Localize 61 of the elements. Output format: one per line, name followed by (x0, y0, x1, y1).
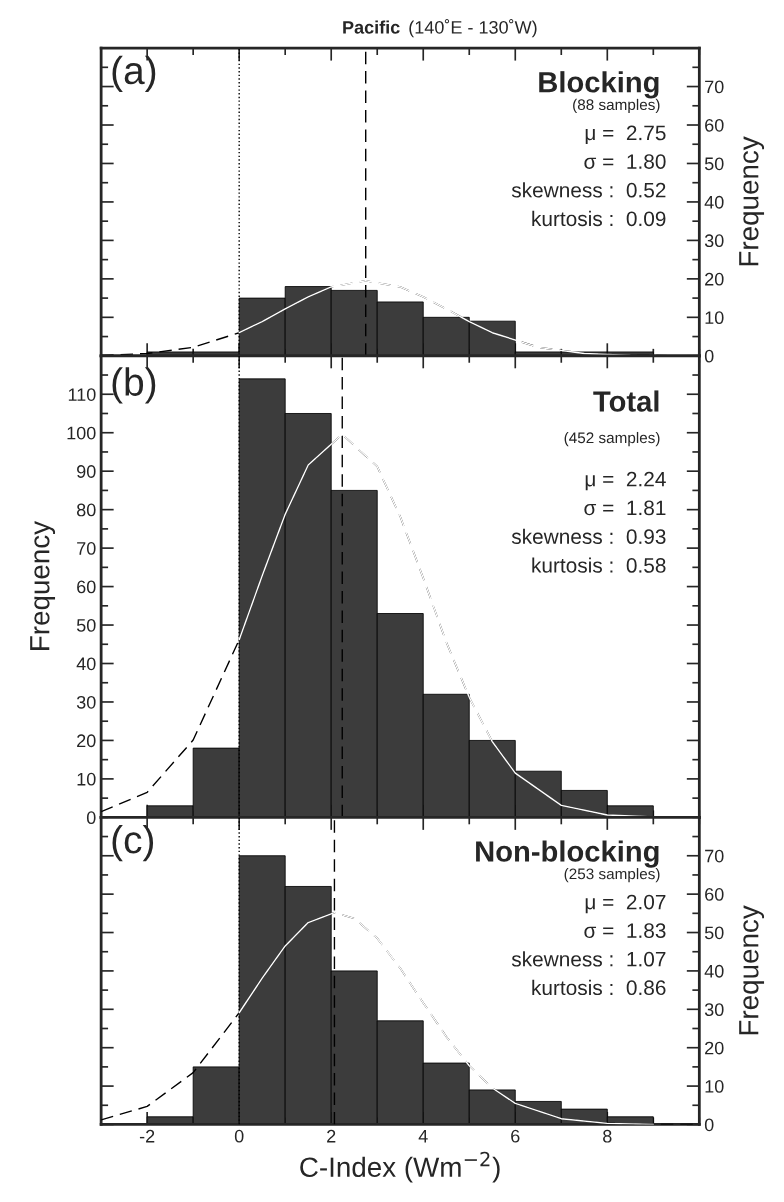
y-tick-label: 60 (77, 580, 96, 594)
y2-axis-title: Frequency (739, 905, 765, 1035)
y2-tick-label: 30 (704, 1003, 724, 1017)
annotation: σ = 1.83 (584, 923, 666, 938)
y2-tick-label: 50 (704, 157, 724, 171)
y-tick-label: 10 (77, 772, 96, 786)
text: Total (593, 390, 659, 412)
annotation: (c) (112, 825, 154, 862)
y-tick-label: 110 (68, 388, 96, 401)
y2-tick-label: 20 (705, 272, 724, 286)
y2-tick-label: 10 (705, 1080, 724, 1093)
annotation: kurtosis : 0.09 (532, 210, 666, 227)
y2-tick-label: 40 (704, 195, 724, 209)
annotation: skewness : 1.07 (511, 951, 666, 967)
y2-tick-label: 70 (705, 849, 724, 863)
x-tick-label: 6 (511, 1129, 520, 1143)
y-tick-label: 40 (76, 657, 96, 671)
y2-tick-label: 50 (704, 926, 724, 940)
annotation: (b) (112, 367, 156, 404)
y-tick-label: 30 (76, 695, 96, 709)
y2-tick-label: 0 (704, 1118, 714, 1132)
y-tick-label: 80 (76, 503, 96, 517)
annotation: σ = 1.80 (584, 154, 666, 169)
x-tick-label: 2 (327, 1129, 336, 1143)
annotation: μ = 2.75 (585, 125, 666, 145)
y-tick-label: 0 (86, 811, 96, 825)
y-tick-label: 100 (67, 426, 96, 440)
x-tick-label: 4 (418, 1129, 428, 1143)
annotation: (a) (112, 55, 156, 93)
y2-tick-label: 0 (704, 349, 714, 363)
y-tick-label: 90 (77, 465, 96, 478)
annotation: (88 samples) (573, 98, 660, 114)
annotation: kurtosis : 0.86 (532, 979, 666, 996)
y2-tick-label: 20 (705, 1041, 724, 1055)
y2-tick-label: 70 (705, 80, 724, 94)
text: Blocking (539, 71, 659, 99)
text: (140˚E - 130˚W) (409, 19, 537, 38)
y2-tick-label: 60 (705, 888, 724, 901)
x-tick-label: -2 (139, 1129, 155, 1143)
y-tick-label: 70 (77, 542, 96, 555)
annotation: skewness : 0.93 (511, 528, 666, 545)
y2-tick-label: 40 (704, 964, 724, 978)
x-axis-title: C-Index (Wm$^{−2}$) (300, 1151, 500, 1183)
x-tick-label: 0 (234, 1129, 244, 1143)
y-tick-label: 50 (76, 618, 96, 632)
annotation: μ = 2.07 (585, 894, 666, 914)
y-axis-title: Frequency (30, 521, 56, 650)
y2-tick-label: 60 (705, 118, 724, 132)
annotation: skewness : 0.52 (511, 182, 666, 198)
text: Non-blocking (476, 840, 659, 868)
y2-axis-title: Frequency (739, 136, 765, 266)
annotation: μ = 2.24 (585, 471, 666, 491)
x-tick-label: 8 (603, 1129, 612, 1143)
annotation: kurtosis : 0.58 (532, 557, 666, 573)
annotation: (253 samples) (564, 868, 660, 883)
chart-title: Pacific (343, 20, 400, 34)
y-tick-label: 20 (77, 734, 96, 748)
y2-tick-label: 30 (704, 234, 724, 248)
y2-tick-label: 10 (705, 311, 724, 325)
annotation: (452 samples) (564, 431, 660, 447)
annotation: σ = 1.81 (584, 500, 666, 516)
